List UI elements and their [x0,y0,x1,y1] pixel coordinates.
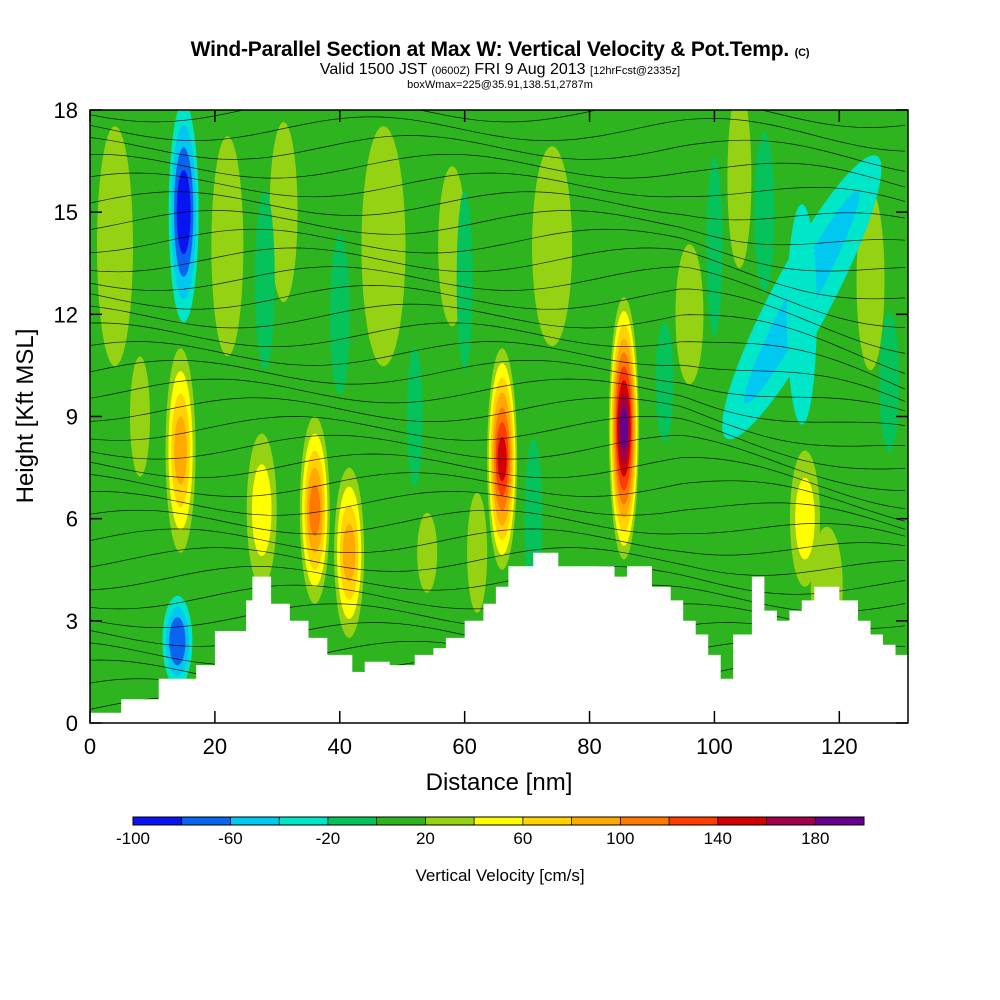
x-tick-label: 120 [821,734,858,759]
colorbar-swatch [766,817,816,825]
theta-contour [90,322,906,390]
colorbar-tick-label: -20 [316,829,341,848]
theta-contour [90,397,905,447]
colorbar-tick-label: 140 [704,829,732,848]
theta-contour [90,453,905,510]
theta-contour [90,547,905,576]
theta-contour [90,266,905,329]
updraft-core [309,484,321,536]
weak-updraft-band [417,512,438,593]
theta-contour [90,528,905,556]
theta-contour [90,153,905,188]
y-tick-label: 6 [66,507,78,532]
theta-contour [90,359,905,412]
theta-contour [90,303,906,374]
colorbar-swatch [425,817,475,825]
theta-contour [90,79,905,105]
colorbar-swatch [327,817,378,825]
weak-updraft-band [129,356,150,477]
weak-downdraft-band [406,346,423,487]
weak-downdraft-band [655,322,674,443]
y-tick-label: 15 [54,200,78,225]
colorbar-swatch [230,817,280,825]
colorbar-swatch [376,817,426,825]
downdraft-core [169,617,186,666]
theta-contour [90,110,905,128]
theta-contour [90,247,905,300]
theta-contour [90,509,905,537]
valid-time-line: Valid 1500 JST (0600Z) FRI 9 Aug 2013 [1… [319,61,681,78]
theta-contour [90,434,905,492]
colorbar: -100 -60 -20 20 60 100 140 180 [116,816,865,848]
axes: 0 20 40 60 80 100 120 0 3 6 9 12 15 18 [54,98,908,759]
weak-updraft-band [467,492,488,613]
chart-title: Wind-Parallel Section at Max W: Vertical… [190,38,810,61]
terrain-mask [90,552,908,723]
weak-downdraft-band [754,132,775,293]
weak-updraft-band [269,122,298,303]
theta-contour [90,135,905,172]
weak-updraft-band [532,146,573,347]
y-axis-label: Height [Kft MSL] [12,329,39,504]
weak-downdraft-band [329,234,350,395]
y-tick-label: 9 [66,405,78,430]
theta-contour [90,416,905,470]
colorbar-label: Vertical Velocity [cm/s] [415,866,584,885]
x-tick-label: 40 [328,734,352,759]
downdraft-core [786,204,817,425]
theta-contour [90,491,906,530]
colorbar-swatch [279,817,329,825]
colorbar-tick-label: 180 [801,829,829,848]
x-tick-label: 100 [696,734,733,759]
theta-contour [90,116,905,152]
weak-downdraft-band [706,156,723,337]
y-tick-label: 18 [54,98,78,123]
colorbar-swatch [571,817,621,825]
weak-updraft-band [211,136,244,357]
colorbar-swatch [620,817,670,825]
colorbar-swatch [133,817,183,825]
colorbar-swatch [717,817,768,825]
y-tick-label: 3 [66,609,78,634]
x-tick-label: 0 [84,734,96,759]
theta-contour [90,172,905,202]
box-info-line: boxWmax=225@35.91,138.51,2787m [407,79,593,91]
theta-contour [90,472,905,522]
colorbar-swatch [669,817,719,825]
colorbar-swatch [181,817,231,825]
weak-downdraft-band [254,190,275,371]
weak-downdraft-band [456,190,473,371]
theta-contour [90,566,905,595]
theta-contour [90,191,905,221]
colorbar-swatch [522,817,573,825]
x-tick-label: 80 [577,734,601,759]
x-tick-label: 60 [452,734,476,759]
updraft-core [795,477,815,560]
updraft-core [174,416,187,485]
colorbar-swatch [815,817,865,825]
colorbar-tick-label: 20 [416,829,435,848]
colorbar-frame [132,816,865,826]
updraft-core [619,407,628,450]
y-tick-label: 0 [66,711,78,736]
theta-contour [90,210,905,246]
weak-updraft-band [96,126,133,367]
colorbar-tick-label: 100 [606,829,634,848]
theta-contour [90,228,905,272]
colorbar-swatch [474,817,524,825]
x-tick-label: 20 [203,734,227,759]
weak-updraft-band [727,110,752,269]
theta-contour [90,285,905,354]
colorbar-tick-label: 60 [513,829,532,848]
colorbar-tick-label: -60 [218,829,243,848]
x-axis-label: Distance [nm] [426,769,573,796]
theta-contour [90,341,906,402]
y-tick-label: 12 [54,302,78,327]
theta-contour [90,378,905,426]
colorbar-tick-label: -100 [116,829,150,848]
updraft-core [251,464,272,557]
